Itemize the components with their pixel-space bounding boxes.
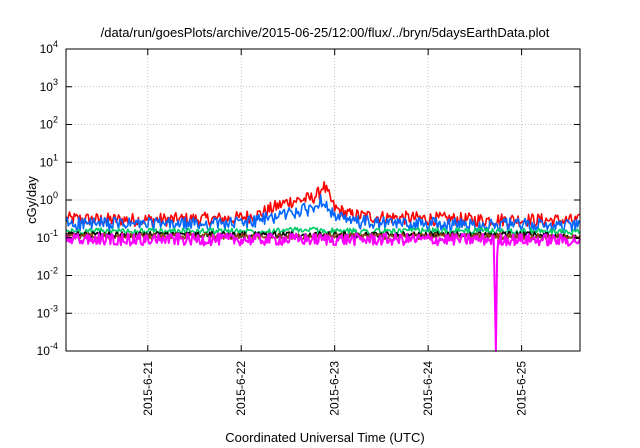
- series-group: [65, 181, 581, 352]
- y-tick-label: 101: [40, 152, 58, 169]
- chart-title: /data/run/goesPlots/archive/2015-06-25/1…: [101, 25, 550, 40]
- y-tick-label: 104: [40, 39, 58, 56]
- series-line: [65, 231, 581, 240]
- series-line: [65, 226, 581, 236]
- y-tick-label: 100: [40, 190, 58, 207]
- x-tick-label: 2015-6-23: [328, 361, 342, 416]
- x-tick-label: 2015-6-24: [421, 361, 435, 416]
- x-axis: 2015-6-21 2015-6-22 2015-6-23 2015-6-24 2015…: [141, 49, 529, 416]
- x-tick-label: 2015-6-21: [141, 361, 155, 416]
- series-line: [65, 194, 581, 234]
- y-tick-label: 103: [40, 77, 58, 94]
- y-tick-label: 102: [40, 115, 58, 132]
- y-axis: 104 103 102 101 100 10-1 10-2 10-3 10-4: [37, 39, 580, 358]
- x-tick-label: 2015-6-25: [515, 361, 529, 416]
- plot-frame: [65, 48, 581, 352]
- y-tick-label: 10-2: [37, 266, 58, 283]
- y-tick-label: 10-4: [37, 341, 58, 358]
- y-tick-label: 10-1: [37, 228, 58, 245]
- x-axis-label: Coordinated Universal Time (UTC): [225, 430, 424, 445]
- x-tick-label: 2015-6-22: [234, 361, 248, 416]
- series-line: [65, 232, 581, 352]
- y-axis-label: cGy/day: [24, 176, 39, 224]
- y-tick-label: 10-3: [37, 303, 58, 320]
- grid: [66, 48, 580, 352]
